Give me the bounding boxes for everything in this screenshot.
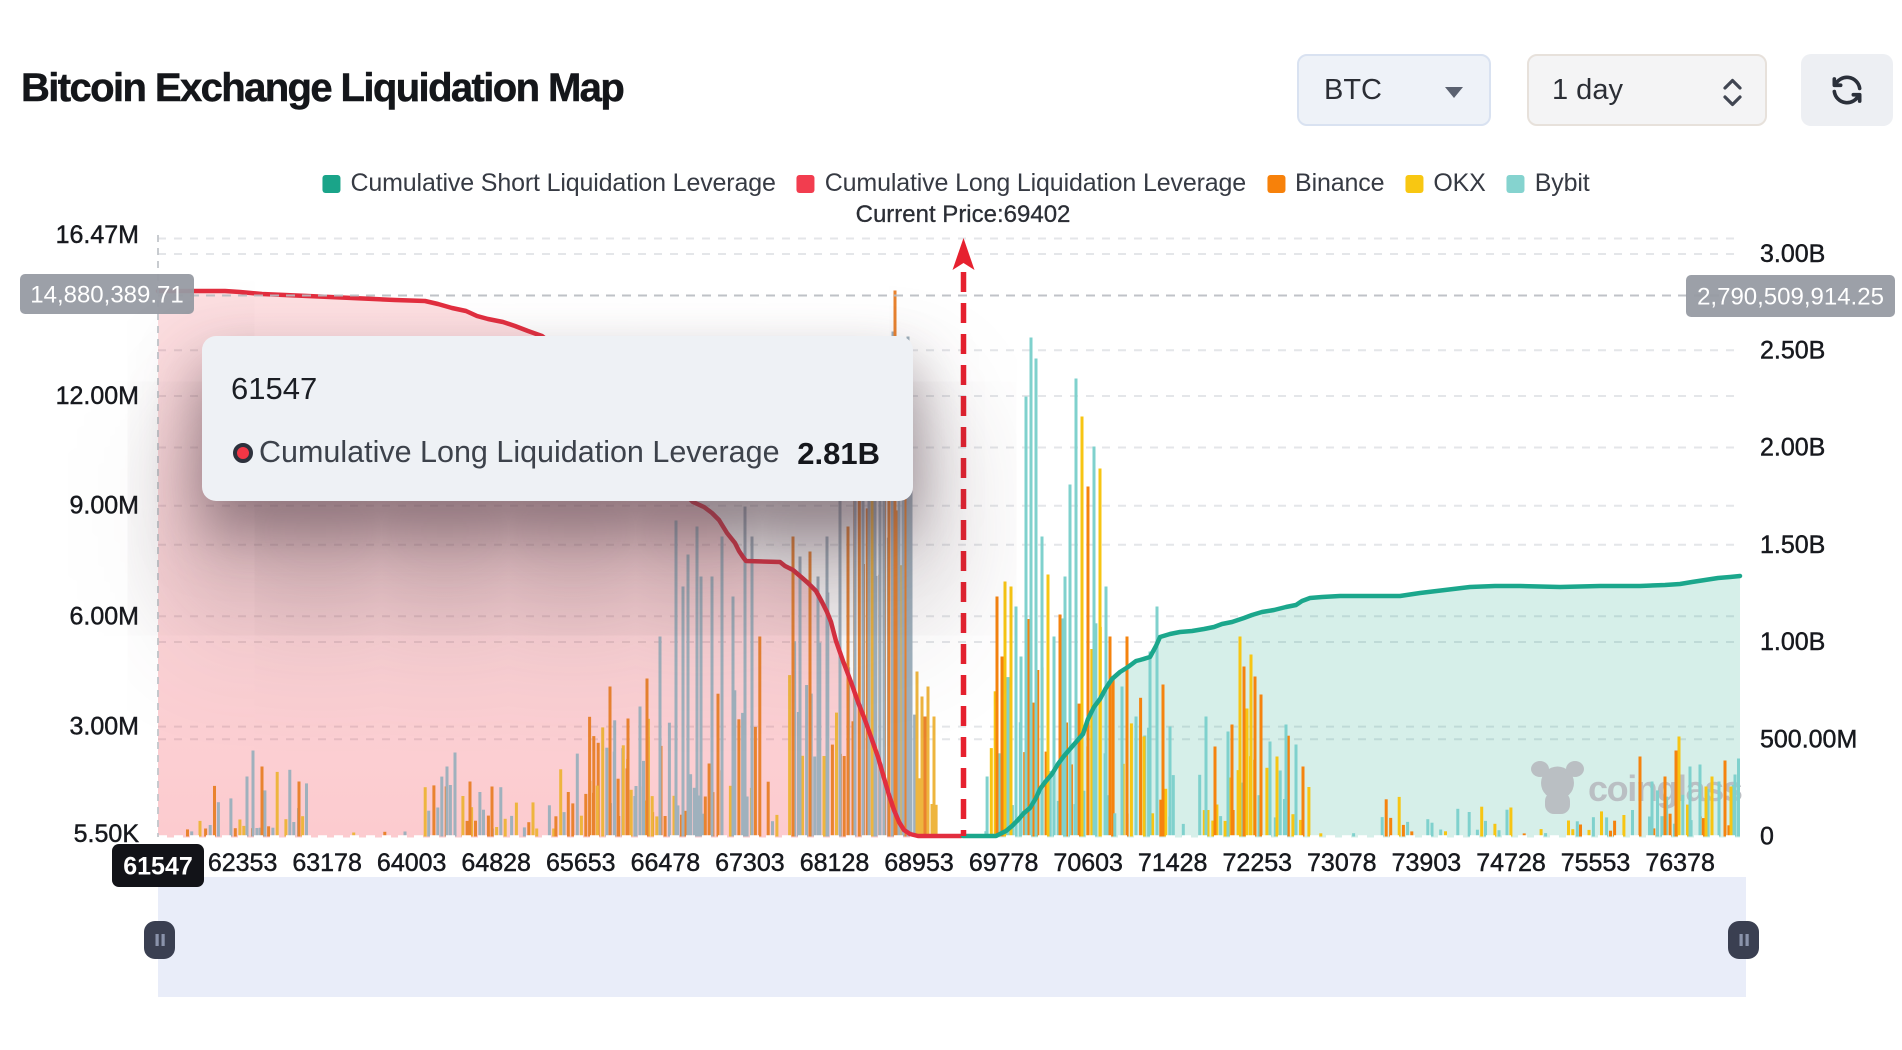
svg-text:76378: 76378	[1645, 849, 1715, 877]
svg-text:73903: 73903	[1392, 849, 1462, 877]
svg-text:75553: 75553	[1561, 849, 1631, 877]
svg-text:69778: 69778	[969, 849, 1039, 877]
svg-text:70603: 70603	[1053, 849, 1123, 877]
svg-text:2,790,509,914.25: 2,790,509,914.25	[1697, 284, 1884, 311]
svg-text:66478: 66478	[631, 849, 701, 877]
svg-text:3.00B: 3.00B	[1760, 240, 1825, 268]
svg-text:16.47M: 16.47M	[56, 221, 139, 249]
svg-text:65653: 65653	[546, 849, 616, 877]
svg-text:62353: 62353	[208, 849, 278, 877]
svg-text:14,880,389.71: 14,880,389.71	[30, 282, 183, 309]
svg-text:71428: 71428	[1138, 849, 1208, 877]
svg-text:64003: 64003	[377, 849, 447, 877]
svg-text:6.00M: 6.00M	[70, 602, 139, 630]
svg-text:0: 0	[1760, 823, 1774, 851]
svg-text:61547: 61547	[123, 853, 193, 881]
svg-text:68128: 68128	[800, 849, 870, 877]
svg-text:9.00M: 9.00M	[70, 492, 139, 520]
svg-text:500.00M: 500.00M	[1760, 725, 1857, 753]
svg-text:68953: 68953	[884, 849, 954, 877]
svg-text:2.00B: 2.00B	[1760, 434, 1825, 462]
svg-text:72253: 72253	[1223, 849, 1293, 877]
svg-text:3.00M: 3.00M	[70, 713, 139, 741]
svg-text:2.50B: 2.50B	[1760, 336, 1825, 364]
svg-text:73078: 73078	[1307, 849, 1377, 877]
svg-text:74728: 74728	[1476, 849, 1546, 877]
svg-text:64828: 64828	[461, 849, 531, 877]
svg-text:63178: 63178	[292, 849, 362, 877]
svg-text:12.00M: 12.00M	[56, 382, 139, 410]
svg-text:5.50K: 5.50K	[74, 820, 140, 848]
svg-text:67303: 67303	[715, 849, 785, 877]
svg-text:1.00B: 1.00B	[1760, 628, 1825, 656]
svg-text:1.50B: 1.50B	[1760, 531, 1825, 559]
